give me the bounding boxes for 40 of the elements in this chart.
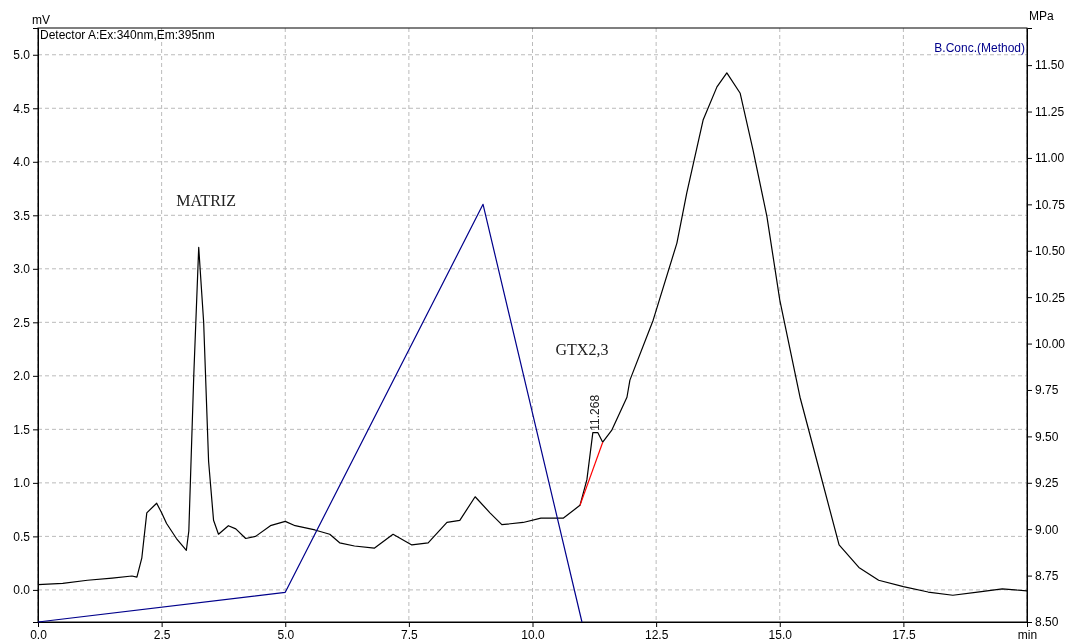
y2-tick-label: 9.00 xyxy=(1035,522,1059,537)
annotation: GTX2,3 xyxy=(555,340,609,358)
x-tick-label: 12.5 xyxy=(644,627,669,642)
x-tick-label: 7.5 xyxy=(401,627,419,642)
y2-tick-label: 10.25 xyxy=(1035,290,1065,305)
x-tick-label: 15.0 xyxy=(768,627,793,642)
y-tick-label: 1.0 xyxy=(13,476,31,491)
y-tick-label: 0.0 xyxy=(13,583,31,598)
y2-tick-label: 10.75 xyxy=(1035,197,1065,212)
y-tick-label: 3.5 xyxy=(13,208,31,223)
y2-tick-label: 9.75 xyxy=(1035,383,1059,398)
y2-axis-title: MPa xyxy=(1029,9,1054,23)
y2-tick-label: 9.25 xyxy=(1035,476,1059,491)
y-tick-label: 2.0 xyxy=(13,369,31,384)
text: B.Conc.(Method) xyxy=(934,41,1025,55)
y2-tick-label: 11.25 xyxy=(1035,104,1065,119)
x-tick-label: 5.0 xyxy=(277,627,295,642)
annotation: MATRIZ xyxy=(176,192,236,210)
y2-tick-label: 8.50 xyxy=(1035,615,1059,630)
y2-tick-label: 8.75 xyxy=(1035,568,1059,583)
x-tick-label: 2.5 xyxy=(153,627,171,642)
y-tick-label: 2.5 xyxy=(13,315,31,330)
annotation: 11.268 xyxy=(588,394,603,431)
x-tick-label: 17.5 xyxy=(892,627,916,642)
y-tick-label: 4.5 xyxy=(13,101,31,116)
y2-tick-label: 11.50 xyxy=(1035,58,1065,73)
x-tick-label: 10.0 xyxy=(521,627,545,642)
text: Detector A:Ex:340nm,Em:395nm xyxy=(40,28,215,42)
y2-tick-label: 10.50 xyxy=(1035,244,1065,259)
x-tick-label: 0.0 xyxy=(30,627,48,642)
x-tick-label: min xyxy=(1017,627,1038,642)
y-tick-label: 5.0 xyxy=(13,48,31,63)
y-tick-label: 3.0 xyxy=(13,262,31,277)
y-tick-label: 4.0 xyxy=(13,155,31,170)
y2-tick-label: 11.00 xyxy=(1035,151,1065,166)
y-tick-label: 1.5 xyxy=(13,422,31,437)
y-tick-label: 0.5 xyxy=(13,529,31,544)
y-axis-title: mV xyxy=(32,13,50,27)
y2-tick-label: 9.50 xyxy=(1035,429,1059,444)
y2-tick-label: 10.00 xyxy=(1035,336,1065,351)
